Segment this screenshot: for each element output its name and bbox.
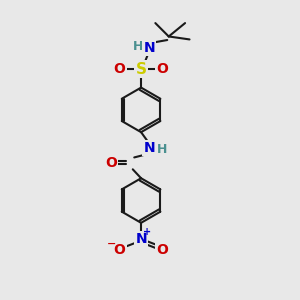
Text: H: H xyxy=(133,40,143,53)
Text: O: O xyxy=(114,243,126,256)
Text: +: + xyxy=(143,227,151,237)
Text: H: H xyxy=(157,142,167,156)
Text: −: − xyxy=(107,238,116,249)
Text: O: O xyxy=(157,62,168,76)
Text: N: N xyxy=(135,232,147,246)
Text: N: N xyxy=(144,41,155,55)
Text: O: O xyxy=(157,243,168,256)
Text: O: O xyxy=(105,156,117,170)
Text: O: O xyxy=(114,62,126,76)
Text: S: S xyxy=(136,62,147,77)
Text: N: N xyxy=(144,141,155,154)
